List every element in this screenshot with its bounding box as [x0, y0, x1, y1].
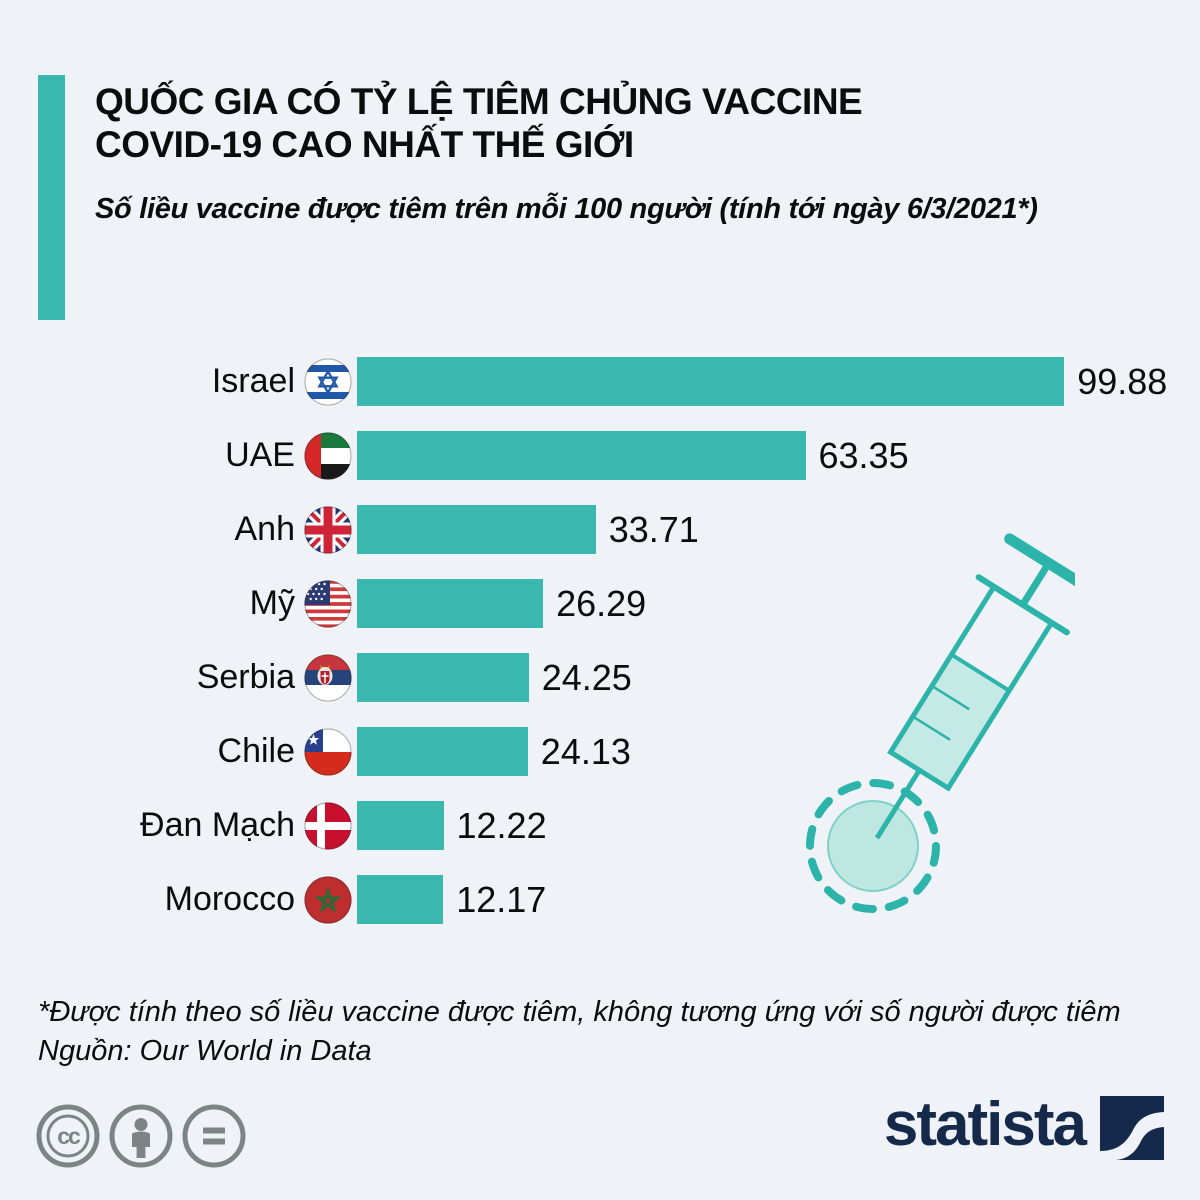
chart-row: Anh 33.71: [0, 505, 1200, 554]
country-label: UAE: [225, 436, 295, 474]
value-bar: [357, 727, 528, 776]
title-accent-bar: [38, 75, 65, 320]
value-label: 99.88: [1077, 360, 1168, 402]
chart-title: QUỐC GIA CÓ TỶ LỆ TIÊM CHỦNG VACCINE COV…: [95, 80, 1175, 167]
chart-row: Morocco 12.17: [0, 875, 1200, 924]
uk-flag-icon: [304, 505, 352, 554]
country-label: Serbia: [196, 658, 295, 696]
source-note: Nguồn: Our World in Data: [38, 1034, 372, 1067]
header: QUỐC GIA CÓ TỶ LỆ TIÊM CHỦNG VACCINE COV…: [95, 80, 1175, 226]
value-label: 12.17: [456, 878, 547, 920]
value-bar: [357, 801, 444, 850]
chart-row: Mỹ 26.29: [0, 579, 1200, 628]
value-label: 12.22: [456, 804, 547, 846]
chart-row: UAE 63.35: [0, 431, 1200, 480]
value-label: 24.13: [540, 730, 631, 772]
denmark-flag-icon: [304, 801, 352, 850]
value-label: 63.35: [818, 434, 909, 476]
row-label-group: Mỹ: [0, 579, 352, 628]
value-label: 26.29: [556, 582, 647, 624]
syringe-icon: [874, 533, 1094, 840]
svg-text:cc: cc: [57, 1123, 81, 1149]
morocco-flag-icon: [304, 875, 352, 924]
country-label: Anh: [234, 510, 296, 548]
chile-flag-icon: [304, 727, 352, 776]
country-label: Mỹ: [249, 584, 295, 622]
footnote: *Được tính theo số liều vaccine được tiê…: [38, 996, 1121, 1028]
value-bar: [357, 431, 806, 480]
bar-chart: Israel 99.88 UAE 63.35 Anh 33.71 Mỹ 26.29 Serbia…: [0, 357, 1200, 949]
usa-flag-icon: [304, 579, 352, 628]
chart-subtitle: Số liều vaccine được tiêm trên mỗi 100 n…: [95, 192, 1038, 225]
row-label-group: Đan Mạch: [0, 801, 352, 850]
israel-flag-icon: [304, 357, 352, 406]
value-bar: [357, 875, 444, 924]
title-line-2: COVID-19 CAO NHẤT THẾ GIỚI: [95, 124, 634, 166]
uae-flag-icon: [304, 431, 352, 480]
country-label: Đan Mạch: [140, 806, 295, 844]
value-label: 33.71: [608, 508, 699, 550]
statista-brand: statista: [884, 1094, 1164, 1162]
country-label: Israel: [211, 362, 295, 400]
value-bar: [357, 653, 529, 702]
value-label: 24.25: [541, 656, 632, 698]
country-label: Morocco: [164, 880, 295, 918]
chart-row: Israel 99.88: [0, 357, 1200, 406]
value-bar: [357, 505, 596, 554]
virus-icon: [806, 779, 940, 913]
row-label-group: Morocco: [0, 875, 352, 924]
row-label-group: UAE: [0, 431, 352, 480]
by-license-icon: [108, 1103, 174, 1174]
row-label-group: Serbia: [0, 653, 352, 702]
license-icons: cc: [35, 1103, 247, 1174]
row-label-group: Chile: [0, 727, 352, 776]
row-label-group: Israel: [0, 357, 352, 406]
value-bar: [357, 357, 1065, 406]
serbia-flag-icon: [304, 653, 352, 702]
chart-row: Serbia 24.25: [0, 653, 1200, 702]
country-label: Chile: [217, 732, 295, 770]
row-label-group: Anh: [0, 505, 352, 554]
statista-logo-mark: [1100, 1096, 1164, 1160]
chart-row: Chile 24.13: [0, 727, 1200, 776]
title-line-1: QUỐC GIA CÓ TỶ LỆ TIÊM CHỦNG VACCINE: [95, 81, 863, 122]
nd-license-icon: [181, 1103, 247, 1174]
statista-logo-text: statista: [883, 1090, 1087, 1159]
cc-license-icon: cc: [35, 1103, 101, 1174]
chart-row: Đan Mạch 12.22: [0, 801, 1200, 850]
syringe-illustration: [785, 508, 1094, 943]
footnotes: *Được tính theo số liều vaccine được tiê…: [38, 993, 1168, 1070]
value-bar: [357, 579, 544, 628]
